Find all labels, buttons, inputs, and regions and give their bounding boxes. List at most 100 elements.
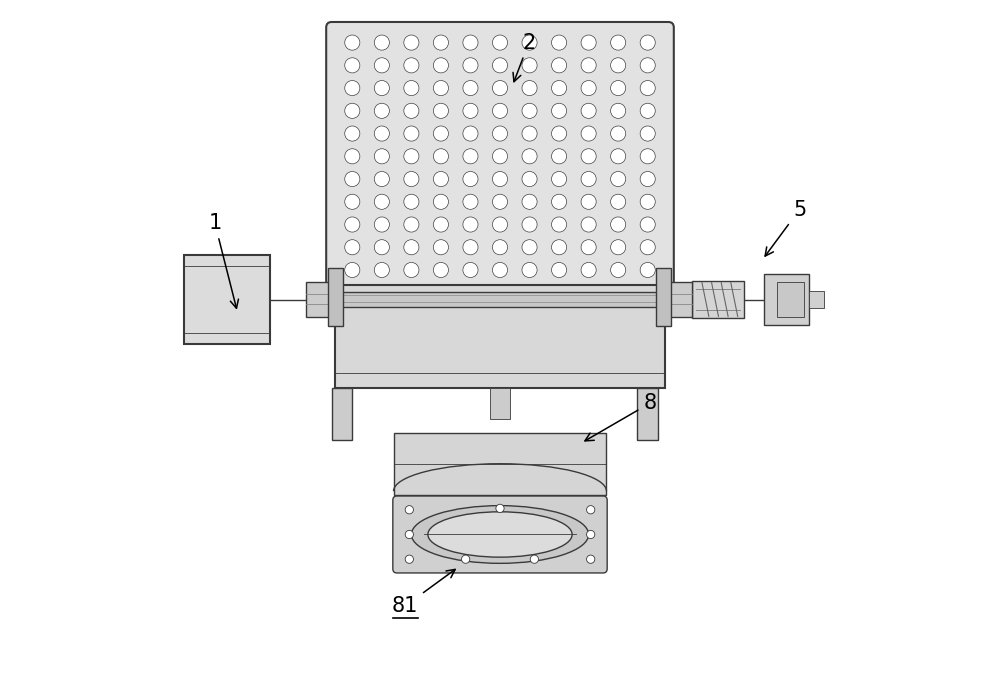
Circle shape (433, 35, 448, 50)
Circle shape (433, 58, 448, 73)
Circle shape (345, 240, 360, 255)
Text: 8: 8 (585, 393, 656, 441)
Circle shape (611, 35, 626, 50)
Circle shape (374, 262, 389, 278)
Circle shape (611, 58, 626, 73)
Circle shape (463, 172, 478, 187)
Circle shape (463, 58, 478, 73)
Circle shape (345, 194, 360, 210)
Circle shape (463, 240, 478, 255)
Circle shape (492, 149, 508, 164)
Circle shape (463, 262, 478, 278)
Text: 1: 1 (208, 213, 238, 308)
FancyBboxPatch shape (393, 496, 607, 573)
Circle shape (587, 555, 595, 563)
Circle shape (552, 126, 567, 141)
Circle shape (640, 240, 655, 255)
Circle shape (552, 194, 567, 210)
Circle shape (581, 103, 596, 118)
Circle shape (433, 172, 448, 187)
Text: 81: 81 (392, 570, 455, 616)
Circle shape (345, 262, 360, 278)
Circle shape (640, 172, 655, 187)
Circle shape (404, 126, 419, 141)
Circle shape (552, 262, 567, 278)
Circle shape (640, 194, 655, 210)
Circle shape (552, 80, 567, 95)
Circle shape (581, 35, 596, 50)
Circle shape (522, 194, 537, 210)
Circle shape (496, 504, 504, 513)
Circle shape (404, 262, 419, 278)
Circle shape (581, 217, 596, 232)
Circle shape (492, 103, 508, 118)
Circle shape (581, 240, 596, 255)
Circle shape (345, 149, 360, 164)
Circle shape (552, 217, 567, 232)
Circle shape (552, 172, 567, 187)
Bar (332, 388, 352, 440)
Ellipse shape (428, 512, 572, 557)
Circle shape (581, 262, 596, 278)
Circle shape (345, 103, 360, 118)
Circle shape (611, 240, 626, 255)
Circle shape (463, 80, 478, 95)
Bar (656, 268, 671, 326)
Circle shape (492, 80, 508, 95)
FancyBboxPatch shape (326, 22, 674, 291)
Circle shape (463, 217, 478, 232)
Circle shape (405, 530, 413, 539)
Circle shape (404, 35, 419, 50)
Circle shape (581, 126, 596, 141)
Circle shape (345, 80, 360, 95)
Bar (490, 388, 510, 419)
Circle shape (433, 103, 448, 118)
Circle shape (640, 126, 655, 141)
Circle shape (587, 506, 595, 514)
Circle shape (404, 194, 419, 210)
Text: 2: 2 (513, 32, 535, 82)
Circle shape (492, 217, 508, 232)
Circle shape (374, 217, 389, 232)
Circle shape (345, 126, 360, 141)
Circle shape (374, 80, 389, 95)
Circle shape (611, 149, 626, 164)
Circle shape (345, 172, 360, 187)
Circle shape (404, 217, 419, 232)
Circle shape (611, 194, 626, 210)
Circle shape (611, 80, 626, 95)
Circle shape (611, 262, 626, 278)
Circle shape (640, 58, 655, 73)
Circle shape (640, 103, 655, 118)
Circle shape (492, 172, 508, 187)
Circle shape (522, 58, 537, 73)
Circle shape (581, 172, 596, 187)
Circle shape (522, 103, 537, 118)
Circle shape (640, 35, 655, 50)
Circle shape (374, 35, 389, 50)
Circle shape (552, 58, 567, 73)
Circle shape (492, 240, 508, 255)
Circle shape (587, 530, 595, 539)
Circle shape (552, 149, 567, 164)
Ellipse shape (411, 506, 589, 563)
Circle shape (405, 555, 413, 563)
Circle shape (581, 149, 596, 164)
Circle shape (404, 172, 419, 187)
Circle shape (530, 555, 538, 563)
Circle shape (433, 217, 448, 232)
Circle shape (374, 172, 389, 187)
Circle shape (374, 58, 389, 73)
Bar (335, 285, 665, 388)
Circle shape (462, 555, 470, 563)
Circle shape (433, 126, 448, 141)
Bar (311, 292, 689, 307)
Circle shape (492, 126, 508, 141)
Circle shape (581, 194, 596, 210)
Circle shape (404, 240, 419, 255)
Circle shape (522, 240, 537, 255)
Circle shape (374, 126, 389, 141)
Circle shape (522, 149, 537, 164)
Circle shape (640, 217, 655, 232)
Circle shape (640, 149, 655, 164)
